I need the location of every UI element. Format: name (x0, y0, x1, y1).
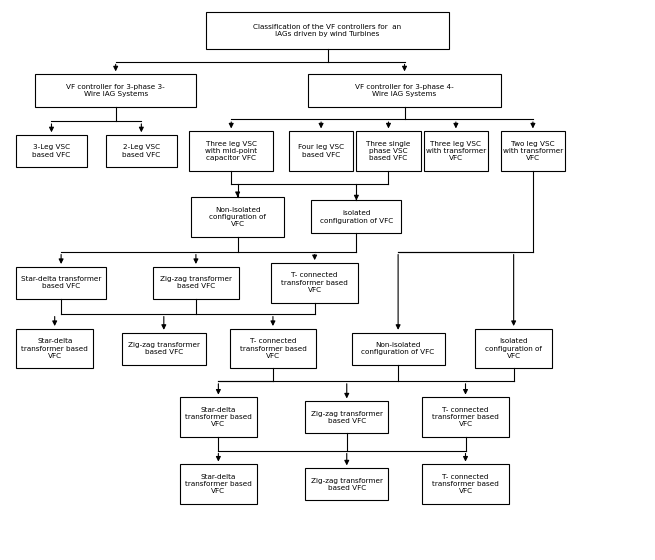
Text: Two leg VSC
with transformer
VFC: Two leg VSC with transformer VFC (503, 141, 563, 161)
Text: T- connected
transformer based
VFC: T- connected transformer based VFC (432, 407, 499, 427)
FancyBboxPatch shape (191, 197, 284, 237)
Text: isolated
configuration of VFC: isolated configuration of VFC (320, 210, 393, 223)
Text: Three leg VSC
with mid-point
capacitor VFC: Three leg VSC with mid-point capacitor V… (205, 141, 257, 161)
Text: Isolated
configuration of
VFC: Isolated configuration of VFC (485, 338, 542, 359)
FancyBboxPatch shape (289, 131, 353, 171)
FancyBboxPatch shape (501, 131, 565, 171)
Text: T- connected
transformer based
VFC: T- connected transformer based VFC (432, 474, 499, 494)
Text: 2-Leg VSC
based VFC: 2-Leg VSC based VFC (122, 144, 160, 158)
Text: 3-Leg VSC
based VFC: 3-Leg VSC based VFC (32, 144, 71, 158)
Text: Star-delta
transformer based
VFC: Star-delta transformer based VFC (21, 338, 88, 359)
Text: Three single
phase VSC
based VFC: Three single phase VSC based VFC (366, 141, 411, 161)
FancyBboxPatch shape (305, 402, 388, 433)
FancyBboxPatch shape (16, 267, 106, 298)
FancyBboxPatch shape (16, 329, 93, 368)
FancyBboxPatch shape (180, 398, 257, 437)
FancyBboxPatch shape (312, 200, 402, 234)
Text: Zig-zag transformer
based VFC: Zig-zag transformer based VFC (310, 478, 383, 491)
FancyBboxPatch shape (180, 464, 257, 504)
FancyBboxPatch shape (16, 135, 86, 167)
FancyBboxPatch shape (305, 468, 388, 500)
FancyBboxPatch shape (475, 329, 552, 368)
FancyBboxPatch shape (106, 135, 177, 167)
Text: Zig-zag transformer
based VFC: Zig-zag transformer based VFC (128, 342, 200, 355)
Text: Three leg VSC
with transformer
VFC: Three leg VSC with transformer VFC (426, 141, 486, 161)
FancyBboxPatch shape (271, 263, 358, 302)
FancyBboxPatch shape (309, 74, 501, 107)
Text: Four leg VSC
based VFC: Four leg VSC based VFC (298, 144, 344, 158)
Text: Non-Isolated
configuration of
VFC: Non-Isolated configuration of VFC (209, 207, 266, 227)
Text: Non-isolated
configuration of VFC: Non-isolated configuration of VFC (362, 342, 435, 355)
FancyBboxPatch shape (35, 74, 196, 107)
FancyBboxPatch shape (153, 267, 239, 298)
FancyBboxPatch shape (352, 333, 445, 365)
Text: T- connected
transformer based
VFC: T- connected transformer based VFC (240, 338, 307, 359)
FancyBboxPatch shape (189, 131, 273, 171)
FancyBboxPatch shape (230, 329, 316, 368)
Text: VF controller for 3-phase 4-
Wire IAG Systems: VF controller for 3-phase 4- Wire IAG Sy… (355, 84, 454, 97)
FancyBboxPatch shape (422, 464, 509, 504)
FancyBboxPatch shape (356, 131, 421, 171)
Text: VF controller for 3-phase 3-
Wire IAG Systems: VF controller for 3-phase 3- Wire IAG Sy… (66, 84, 165, 97)
Text: Zig-zag transformer
based VFC: Zig-zag transformer based VFC (310, 410, 383, 424)
FancyBboxPatch shape (206, 12, 449, 49)
Text: T- connected
transformer based
VFC: T- connected transformer based VFC (281, 273, 348, 293)
Text: Star-delta
transformer based
VFC: Star-delta transformer based VFC (185, 474, 252, 494)
FancyBboxPatch shape (422, 398, 509, 437)
FancyBboxPatch shape (122, 333, 206, 365)
Text: Star-delta transformer
based VFC: Star-delta transformer based VFC (21, 276, 102, 290)
Text: Zig-zag transformer
based VFC: Zig-zag transformer based VFC (160, 276, 232, 290)
Text: Classification of the VF controllers for  an
IAGs driven by wind Turbines: Classification of the VF controllers for… (253, 24, 402, 37)
Text: Star-delta
transformer based
VFC: Star-delta transformer based VFC (185, 407, 252, 427)
FancyBboxPatch shape (424, 131, 488, 171)
